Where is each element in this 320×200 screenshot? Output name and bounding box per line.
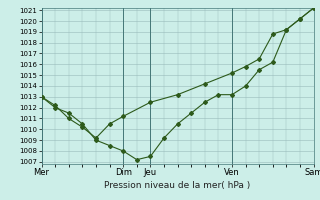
X-axis label: Pression niveau de la mer( hPa ): Pression niveau de la mer( hPa ) [104, 181, 251, 190]
